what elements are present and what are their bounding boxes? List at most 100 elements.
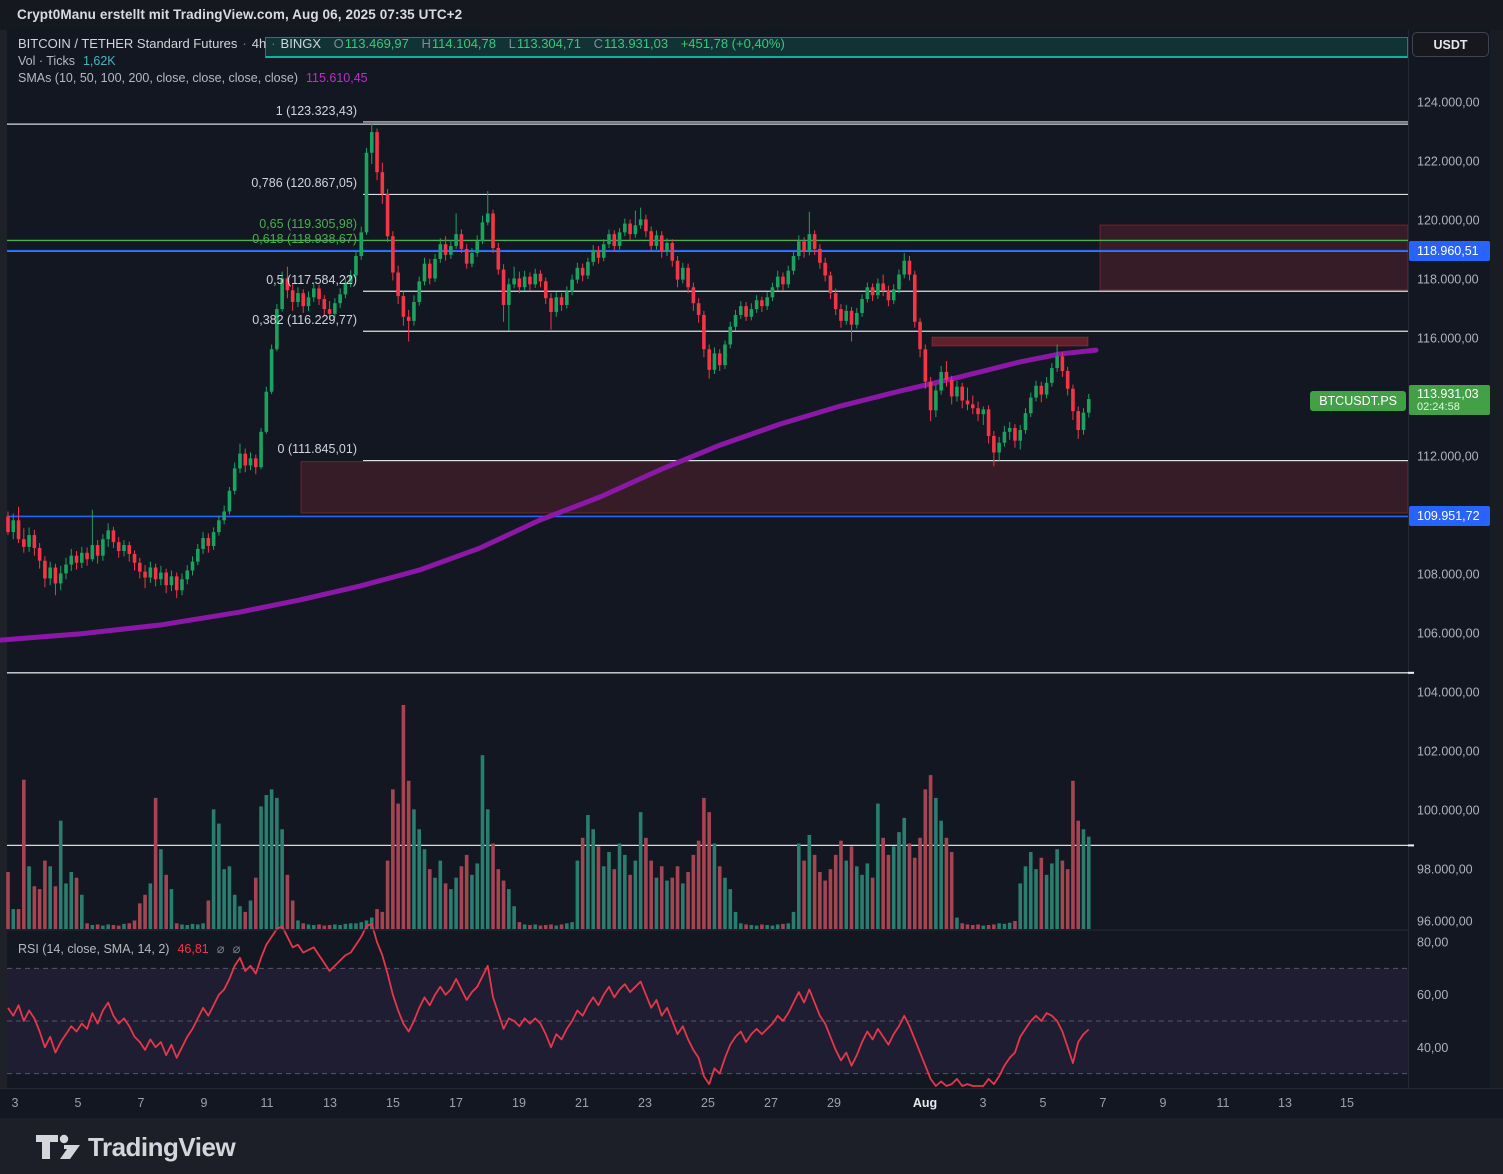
price-tick-label: 96.000,00 — [1417, 915, 1473, 929]
symbol-legend-row[interactable]: BITCOIN / TETHER Standard Futures · 4h · BIN… — [18, 36, 785, 51]
candle-body — [733, 314, 738, 327]
volume-bar — [823, 880, 827, 929]
volume-bar — [670, 877, 675, 929]
symbol-title[interactable]: BITCOIN / TETHER Standard Futures — [18, 36, 238, 51]
volume-legend-row[interactable]: Vol · Ticks 1,62K — [18, 54, 785, 72]
candle-body — [138, 562, 142, 572]
candle-body — [549, 298, 553, 313]
rsi-legend-row[interactable]: RSI (14, close, SMA, 14, 2) 46,81 ⌀ ⌀ — [18, 941, 240, 957]
volume-bar — [243, 911, 248, 929]
candle-body — [180, 579, 184, 591]
candle-body — [723, 344, 727, 366]
volume-bar — [232, 894, 237, 929]
candle-body — [507, 284, 511, 305]
candle-body — [443, 244, 448, 255]
candle-body — [438, 244, 443, 259]
rsi-value: 46,81 — [177, 942, 209, 956]
time-tick-label: 3 — [979, 1096, 987, 1110]
candle-body — [380, 172, 385, 195]
candle-body — [628, 223, 632, 235]
volume-bar — [1002, 923, 1007, 929]
candle-body — [348, 275, 353, 283]
volume-bar — [153, 797, 158, 929]
left-gutter — [0, 30, 7, 1118]
volume-bar — [765, 925, 769, 929]
candle-body — [101, 539, 105, 556]
low-value: 113.304,71 — [516, 36, 581, 51]
candle-body — [185, 570, 190, 580]
volume-bar — [16, 909, 21, 929]
candle-body — [74, 555, 79, 563]
volume-bar — [1034, 869, 1038, 929]
interval-label[interactable]: 4h — [251, 36, 267, 51]
volume-bar — [343, 923, 348, 929]
candle-body — [522, 276, 527, 288]
price-alert-label-lower[interactable]: 109.951,72 — [1409, 506, 1490, 526]
last-price-label[interactable]: 113.931,03 02:24:58 — [1409, 385, 1490, 415]
candle-body — [48, 567, 52, 579]
sma-legend-row[interactable]: SMAs (10, 50, 100, 200, close, close, cl… — [18, 71, 785, 89]
volume-bar — [401, 704, 406, 929]
volume-bar — [575, 860, 580, 929]
volume-bar — [649, 860, 653, 929]
volume-bar — [185, 925, 190, 929]
candle-body — [464, 248, 469, 264]
volume-bar — [633, 860, 638, 929]
volume-bar — [912, 857, 917, 929]
volume-bar — [227, 866, 232, 929]
rsi-band — [7, 968, 1408, 1074]
candle-body — [1028, 397, 1033, 414]
attribution-text: Crypt0Manu erstellt mit TradingView.com,… — [17, 7, 463, 22]
volume-bar — [543, 925, 548, 929]
volume-bar — [412, 809, 416, 929]
time-tick-label: 15 — [1340, 1096, 1354, 1110]
volume-bar — [623, 854, 627, 929]
time-tick-label: Aug — [912, 1096, 938, 1110]
candle-body — [106, 530, 110, 540]
candle-body — [512, 278, 516, 285]
volume-bar — [127, 923, 132, 929]
volume-bar — [538, 925, 543, 929]
candle-body — [949, 379, 954, 397]
change-value: +451,78 (+0,40%) — [680, 36, 785, 51]
fib-level-label: 0,786 (120.867,05) — [251, 176, 357, 190]
tradingview-brand-text[interactable]: TradingView — [88, 1132, 236, 1162]
candle-body — [385, 194, 390, 237]
volume-bar — [85, 923, 89, 929]
candle-body — [849, 310, 854, 325]
volume-bar — [106, 924, 110, 929]
volume-bar — [22, 779, 26, 929]
volume-bar — [1039, 857, 1044, 929]
candle-body — [1007, 427, 1012, 432]
time-tick-label: 5 — [1039, 1096, 1047, 1110]
volume-bar — [333, 924, 337, 929]
volume-bar — [554, 925, 559, 929]
price-tick-label: 124.000,00 — [1417, 96, 1480, 110]
volume-bar — [644, 837, 648, 929]
tradingview-logo-icon[interactable] — [34, 1131, 84, 1163]
volume-bar — [464, 854, 469, 929]
candle-body — [765, 297, 769, 307]
price-tick-label: 104.000,00 — [1417, 686, 1480, 700]
time-axis[interactable]: 3 5 7 9 11 13 15 17 19 21 23 25 27 29 Aug 3 5 7 9 11 13 15 — [0, 1088, 1503, 1118]
candle-body — [1002, 431, 1007, 443]
close-label: C — [593, 36, 603, 51]
candle-body — [897, 274, 901, 290]
candle-body — [601, 244, 606, 258]
candle-body — [53, 567, 58, 584]
candle-body — [638, 219, 643, 226]
price-alert-label-upper[interactable]: 118.960,51 — [1409, 241, 1490, 261]
candle-body — [206, 538, 211, 546]
candle-body — [681, 267, 685, 280]
rsi-tick-label: 80,00 — [1417, 936, 1448, 950]
candle-body — [654, 235, 659, 246]
candle-body — [333, 303, 337, 314]
volume-bar — [749, 925, 754, 929]
volume-bar — [111, 925, 116, 929]
currency-toggle-button[interactable]: USDT — [1412, 32, 1489, 57]
volume-bar — [417, 829, 422, 929]
candle-body — [565, 291, 569, 305]
volume-bar — [807, 834, 812, 929]
volume-bar — [306, 924, 311, 929]
